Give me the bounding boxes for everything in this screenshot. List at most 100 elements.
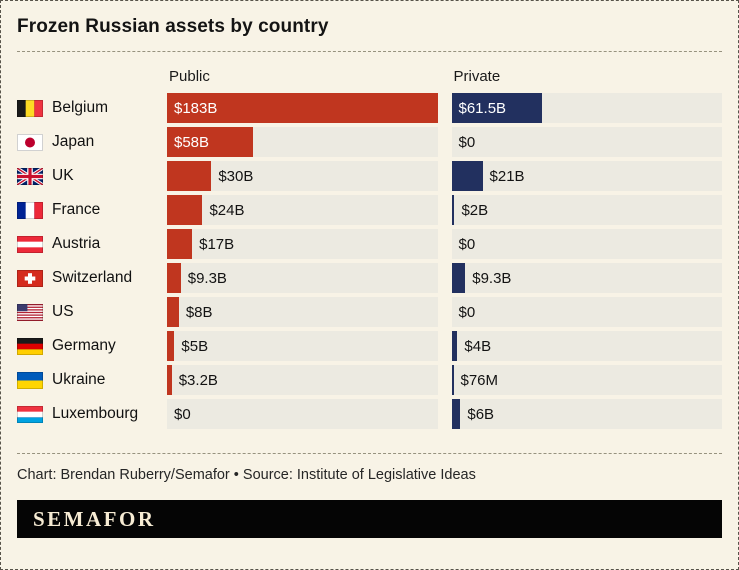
public-value: $58B	[174, 133, 210, 151]
column-gap	[438, 68, 452, 85]
public-track: $9.3B	[167, 263, 438, 293]
private-value: $61.5B	[458, 99, 507, 117]
column-headers: Public Private	[17, 68, 722, 85]
austria-flag-icon	[17, 235, 43, 253]
country-label: Belgium	[52, 99, 108, 116]
semafor-logo: SEMAFOR	[33, 506, 156, 531]
private-bar	[451, 195, 455, 225]
switzerland-flag-icon	[17, 269, 43, 287]
private-value: $0	[458, 235, 476, 253]
table-row: Belgium $183B $61.5B	[17, 93, 722, 123]
public-track: $24B	[167, 195, 438, 225]
public-value: $8B	[185, 303, 213, 321]
country-cell: UK	[17, 167, 167, 185]
chart-rows: Belgium $183B $61.5B Japan $58B $0 UK $30B $21B F…	[17, 93, 722, 429]
private-track: $76M	[451, 365, 722, 395]
public-bar	[167, 195, 203, 225]
semafor-logo-bar: SEMAFOR	[17, 500, 722, 538]
country-cell: Luxembourg	[17, 405, 167, 423]
title-divider	[17, 51, 722, 52]
private-bar	[451, 161, 483, 191]
public-track: $0	[167, 399, 438, 429]
uk-flag-icon	[17, 167, 43, 185]
france-flag-icon	[17, 201, 43, 219]
private-track: $4B	[451, 331, 722, 361]
country-cell: Germany	[17, 337, 167, 355]
country-cell: Switzerland	[17, 269, 167, 287]
public-track: $3.2B	[167, 365, 438, 395]
private-track: $2B	[451, 195, 722, 225]
japan-flag-icon	[17, 133, 43, 151]
public-bar: $183B	[167, 93, 438, 123]
country-cell: Ukraine	[17, 371, 167, 389]
country-label: Germany	[52, 337, 116, 354]
private-bar	[451, 399, 461, 429]
public-track: $5B	[167, 331, 438, 361]
country-cell: US	[17, 303, 167, 321]
country-cell: France	[17, 201, 167, 219]
country-label: Austria	[52, 235, 101, 252]
page-title: Frozen Russian assets by country	[17, 16, 329, 37]
column-header-private: Private	[453, 68, 501, 85]
public-track: $8B	[167, 297, 438, 327]
table-row: Luxembourg $0 $6B	[17, 399, 722, 429]
private-track: $0	[451, 229, 722, 259]
public-bar	[167, 365, 172, 395]
private-track: $6B	[451, 399, 722, 429]
luxembourg-flag-icon	[17, 405, 43, 423]
public-value: $3.2B	[178, 371, 218, 389]
private-bar: $61.5B	[451, 93, 543, 123]
title-block: Frozen Russian assets by country	[17, 1, 722, 51]
country-label: US	[52, 303, 74, 320]
private-value: $21B	[489, 167, 525, 185]
public-value: $9.3B	[187, 269, 227, 287]
private-track: $0	[451, 297, 722, 327]
country-label: Luxembourg	[52, 405, 139, 422]
column-header-public: Public	[169, 68, 210, 85]
table-row: Ukraine $3.2B $76M	[17, 365, 722, 395]
private-bar	[451, 331, 458, 361]
table-row: UK $30B $21B	[17, 161, 722, 191]
germany-flag-icon	[17, 337, 43, 355]
country-label: UK	[52, 167, 74, 184]
private-value: $0	[458, 133, 476, 151]
public-bar	[167, 263, 181, 293]
table-row: Germany $5B $4B	[17, 331, 722, 361]
public-bar	[167, 229, 193, 259]
public-track: $30B	[167, 161, 438, 191]
public-value: $5B	[181, 337, 209, 355]
private-value: $76M	[460, 371, 499, 389]
country-label: Switzerland	[52, 269, 133, 286]
private-value: $4B	[464, 337, 492, 355]
country-cell: Austria	[17, 235, 167, 253]
attribution-text: Chart: Brendan Ruberry/Semafor • Source:…	[17, 467, 476, 483]
private-value: $6B	[467, 405, 495, 423]
public-track: $17B	[167, 229, 438, 259]
table-row: Switzerland $9.3B $9.3B	[17, 263, 722, 293]
country-cell: Japan	[17, 133, 167, 151]
public-bar: $58B	[167, 127, 253, 157]
private-bar	[451, 365, 454, 395]
private-value: $0	[458, 303, 476, 321]
table-row: Japan $58B $0	[17, 127, 722, 157]
ukraine-flag-icon	[17, 371, 43, 389]
column-header-spacer	[17, 68, 167, 85]
table-row: Austria $17B $0	[17, 229, 722, 259]
public-value: $0	[174, 405, 191, 423]
private-value: $2B	[461, 201, 489, 219]
public-track: $183B	[167, 93, 438, 123]
public-value: $30B	[218, 167, 254, 185]
private-track: $21B	[451, 161, 722, 191]
public-bar	[167, 161, 212, 191]
country-label: France	[52, 201, 101, 218]
public-bar	[167, 331, 175, 361]
private-track: $61.5B	[451, 93, 722, 123]
table-row: US $8B $0	[17, 297, 722, 327]
country-label: Ukraine	[52, 371, 106, 388]
private-value: $9.3B	[472, 269, 512, 287]
public-track: $58B	[167, 127, 438, 157]
public-value: $183B	[174, 99, 218, 117]
private-bar	[451, 263, 466, 293]
us-flag-icon	[17, 303, 43, 321]
